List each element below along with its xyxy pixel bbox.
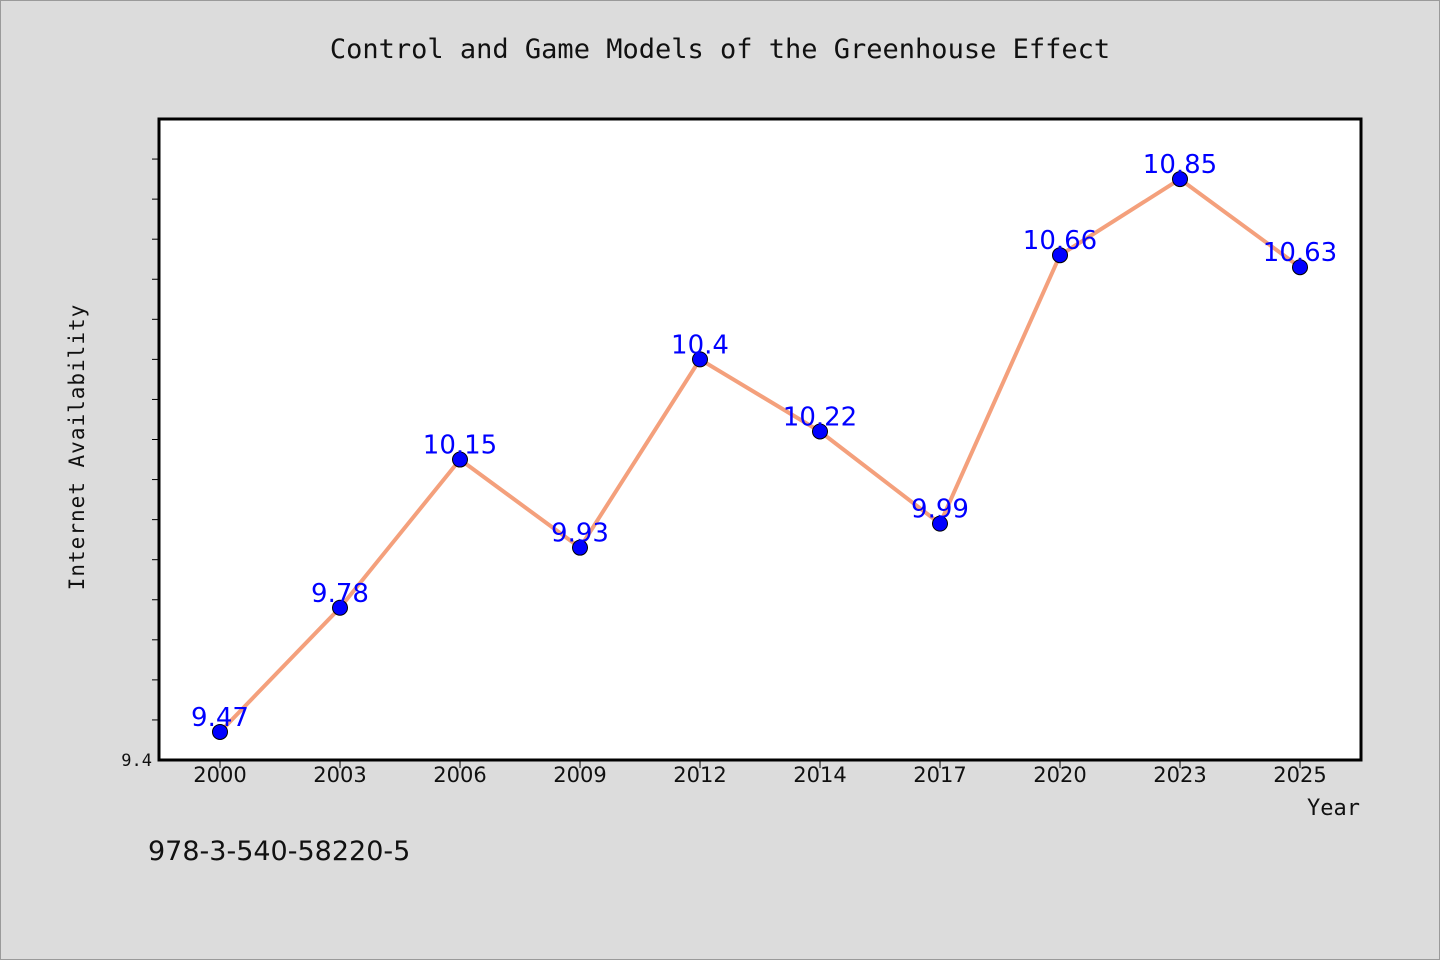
y-ticks: 9.4 [121,158,159,771]
plot-area [157,117,1363,762]
data-point [1292,259,1308,276]
data-label: 10.63 [1263,238,1337,268]
x-tick-label: 2012 [673,763,726,787]
x-tick-label: 2000 [193,763,246,787]
data-point [332,599,348,616]
data-point [452,451,468,468]
x-axis-label: Year [1307,796,1360,821]
x-tick-label: 2017 [913,763,966,787]
data-label: 10.22 [783,402,857,432]
x-ticks: 2000 2003 2006 2009 2012 2014 2017 2020 2023 2025 [193,760,1327,787]
data-label: 10.85 [1143,150,1217,180]
data-point [692,351,708,368]
x-tick-label: 2014 [793,763,846,787]
data-label: 10.4 [671,330,729,360]
data-label: 9.99 [911,495,969,525]
x-tick-label: 2020 [1033,763,1086,787]
x-tick-label: 2009 [553,763,606,787]
data-point [1172,171,1188,188]
x-tick-label: 2003 [313,763,366,787]
x-tick-label: 2025 [1273,763,1326,787]
data-labels: 9.47 9.78 10.15 9.93 10.4 10.22 9.99 10.66 10.85… [191,150,1337,733]
data-label: 9.47 [191,703,249,733]
data-point [1052,247,1068,264]
series-line [218,177,1302,734]
x-tick-label: 2006 [433,763,486,787]
data-label: 9.78 [311,579,369,609]
chart-title: Control and Game Models of the Greenhous… [329,34,1111,65]
data-label: 9.93 [551,519,609,549]
x-tick-label: 2023 [1153,763,1206,787]
data-label: 10.66 [1023,226,1097,256]
isbn-text: 978-3-540-58220-5 [148,836,411,867]
data-label: 10.15 [423,431,497,461]
markers [212,171,1308,740]
y-tick-label: 9.4 [121,751,152,771]
data-point [932,515,948,532]
data-point [212,723,228,740]
data-point [572,539,588,556]
data-point [812,423,828,440]
